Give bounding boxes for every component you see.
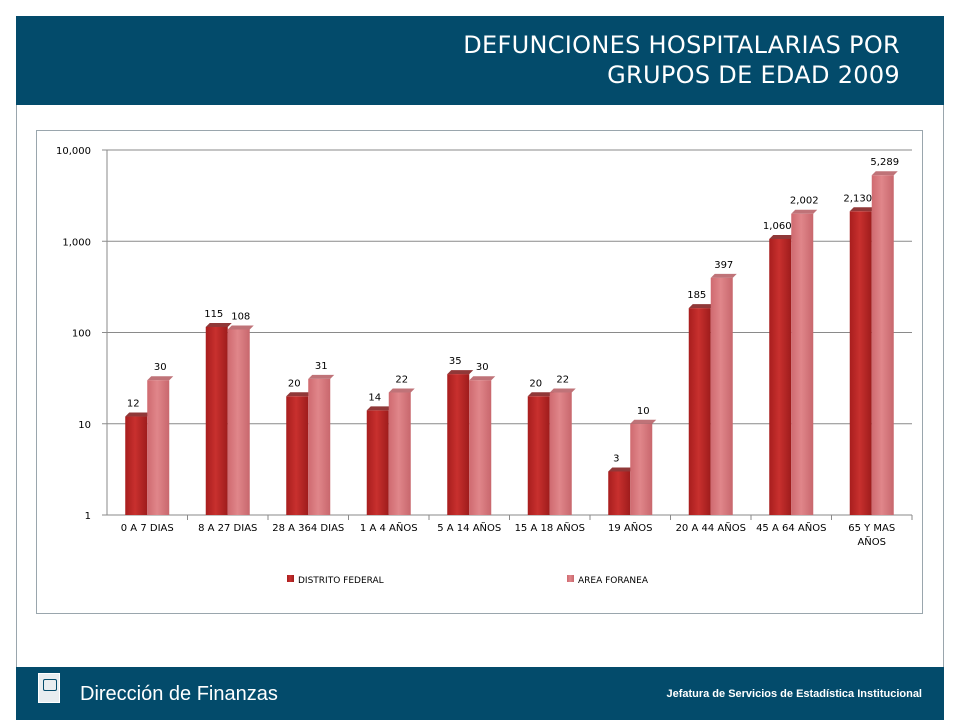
footer-office: Jefatura de Servicios de Estadística Ins…: [666, 688, 922, 700]
data-label: 20: [288, 378, 301, 389]
y-tick-label: 1,000: [62, 237, 91, 248]
bar-top: [710, 273, 737, 278]
x-tick-label: 20 A 44 AÑOS: [676, 521, 746, 534]
data-label: 20: [529, 378, 542, 389]
y-tick-label: 10,000: [56, 146, 91, 157]
header-band: [16, 16, 944, 105]
bar-top: [388, 388, 415, 393]
bar-distrito-federal: [125, 416, 148, 515]
bar-distrito-federal: [688, 308, 711, 515]
bar-distrito-federal: [447, 374, 470, 515]
bar-area-foranea: [630, 423, 653, 515]
legend-label: DISTRITO FEDERAL: [298, 576, 384, 586]
title-line-2: GRUPOS DE EDAD 2009: [607, 61, 900, 89]
y-tick-label: 10: [78, 420, 91, 431]
legend-label: AREA FORANEA: [578, 576, 649, 586]
y-tick-label: 100: [72, 329, 91, 340]
bar-distrito-federal: [849, 211, 872, 515]
data-label: 108: [231, 311, 250, 322]
x-tick-label: 28 A 364 DIAS: [272, 523, 344, 534]
bar-top: [849, 207, 876, 212]
footer-department: Dirección de Finanzas: [80, 683, 278, 705]
bar-top: [469, 376, 496, 381]
bar-area-foranea: [147, 380, 170, 515]
data-label: 22: [395, 375, 408, 386]
bar-top: [527, 392, 554, 397]
x-tick-label: 19 AÑOS: [608, 521, 652, 534]
bar-distrito-federal: [608, 471, 631, 515]
data-label: 10: [637, 406, 650, 417]
x-tick-label: AÑOS: [857, 535, 886, 548]
bar-area-foranea: [710, 277, 733, 515]
data-label: 14: [368, 392, 381, 403]
page-title: DEFUNCIONES HOSPITALARIAS POR GRUPOS DE …: [300, 30, 900, 90]
x-tick-label: 1 A 4 AÑOS: [360, 521, 418, 534]
chart-container: 1 10 100 1,000 10,000 12 30 0 A 7 DIAS 115 108 8 A…: [36, 130, 923, 614]
data-label: 5,289: [870, 157, 899, 168]
bar-area-foranea: [549, 392, 572, 515]
bar-distrito-federal: [286, 396, 309, 515]
legend-swatch-distrito-federal: [287, 575, 294, 582]
bar-distrito-federal: [769, 238, 792, 515]
x-tick-label: 8 A 27 DIAS: [198, 523, 257, 534]
bar-top: [205, 322, 232, 327]
data-label: 30: [476, 362, 489, 373]
bar-area-foranea: [791, 213, 814, 515]
bar-top: [608, 467, 635, 472]
slide-frame: [16, 16, 944, 720]
bar-top: [366, 406, 393, 411]
bar-top: [769, 234, 796, 239]
x-tick-label: 65 Y MAS: [848, 523, 895, 534]
bar-area-foranea: [469, 380, 492, 515]
bar-top: [447, 370, 474, 375]
bar-top: [227, 325, 254, 330]
data-label: 397: [714, 260, 733, 271]
bar-top: [308, 374, 335, 379]
data-label: 35: [449, 356, 462, 367]
data-label: 12: [127, 399, 140, 410]
data-label: 2,130: [843, 193, 872, 204]
x-tick-label: 5 A 14 AÑOS: [437, 521, 501, 534]
bar-top: [147, 376, 174, 381]
bar-area-foranea: [388, 392, 411, 515]
bar-top: [688, 304, 715, 309]
x-tick-label: 0 A 7 DIAS: [121, 523, 174, 534]
bar-top: [286, 392, 313, 397]
data-label: 1,060: [763, 221, 792, 232]
y-tick-label: 1: [85, 511, 91, 522]
bar-top: [125, 412, 152, 417]
title-line-1: DEFUNCIONES HOSPITALARIAS POR: [463, 31, 900, 59]
bar-top: [549, 388, 576, 393]
bar-distrito-federal: [366, 410, 389, 515]
bar-distrito-federal: [527, 396, 550, 515]
bar-top: [871, 171, 898, 176]
data-label: 185: [687, 290, 706, 301]
data-label: 2,002: [790, 196, 819, 207]
institution-logo-icon: [38, 673, 60, 703]
footer-band: [16, 667, 944, 720]
data-label: 3: [613, 453, 619, 464]
x-tick-label: 45 A 64 AÑOS: [756, 521, 826, 534]
legend-swatch-area-foranea: [567, 575, 574, 582]
bar-area-foranea: [227, 329, 250, 515]
bar-distrito-federal: [205, 326, 228, 515]
x-tick-label: 15 A 18 AÑOS: [515, 521, 585, 534]
data-label: 22: [556, 375, 569, 386]
data-label: 30: [154, 362, 167, 373]
bar-chart: 1 10 100 1,000 10,000 12 30 0 A 7 DIAS 115 108 8 A…: [56, 146, 913, 586]
bar-top: [630, 419, 657, 424]
data-label: 31: [315, 361, 328, 372]
bar-area-foranea: [871, 175, 894, 515]
data-label: 115: [204, 309, 223, 320]
bar-area-foranea: [308, 378, 331, 515]
bar-top: [791, 209, 818, 214]
